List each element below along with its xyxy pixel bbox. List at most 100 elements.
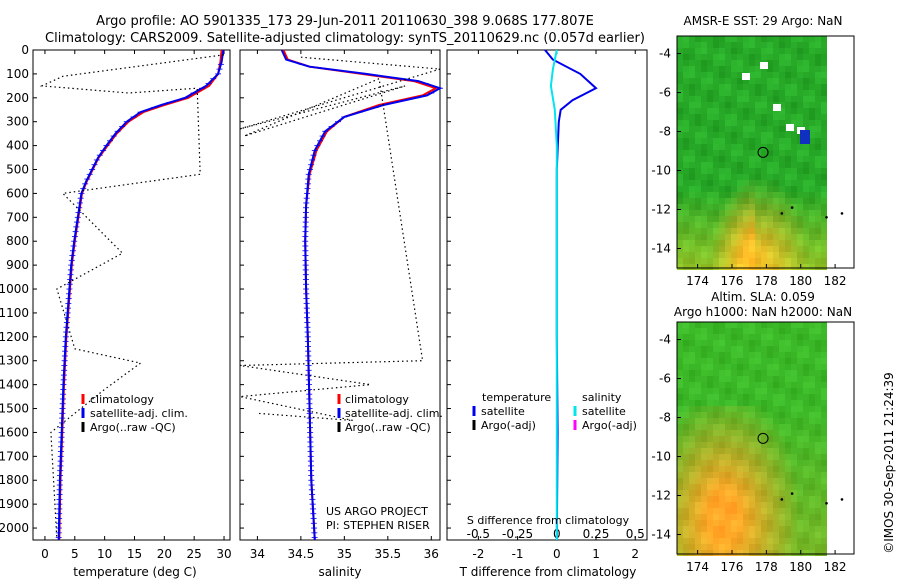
map-cell [779,162,785,168]
map-cell [695,520,701,526]
map-cell [779,60,785,66]
map-cell [809,508,815,514]
map-cell [773,514,779,520]
map-cell [737,382,743,388]
map-cell [689,210,695,216]
map-cell [815,108,821,114]
map-cell [821,478,827,484]
map-cell [701,258,707,264]
map-cell [785,228,791,234]
map-cell [803,174,809,180]
map-cell [707,382,713,388]
island-dot [780,498,784,501]
map-cell [731,490,737,496]
map-cell [797,204,803,210]
map-cell [749,156,755,162]
map-cell [695,228,701,234]
map-cell [713,144,719,150]
map-cell [707,180,713,186]
map-cell [761,222,767,228]
map-cell [707,394,713,400]
map-cell [719,204,725,210]
map-cell [743,156,749,162]
map-cell [743,264,749,270]
map-cell [689,150,695,156]
map-cell [791,502,797,508]
map-cell [773,60,779,66]
map-cell [815,400,821,406]
map-cell [713,90,719,96]
map-cell [797,96,803,102]
map-cell [767,198,773,204]
map-cell [809,180,815,186]
map-cell [755,186,761,192]
map-cell [695,72,701,78]
map-cell [785,550,791,556]
map-cell [689,508,695,514]
map-cell [809,472,815,478]
map-cell [689,42,695,48]
map-cell [797,60,803,66]
map-cell [713,520,719,526]
map-cell [713,132,719,138]
map-cell [719,520,725,526]
map-cell [683,234,689,240]
map-cell [731,364,737,370]
map-cell [821,364,827,370]
map-cell [743,60,749,66]
map-cell [803,388,809,394]
map-cell [785,406,791,412]
map-cell [677,472,683,478]
map-cell [719,430,725,436]
map-cell [773,370,779,376]
map-cell [815,454,821,460]
map-cell [707,78,713,84]
map-cell [767,60,773,66]
map-cell [731,132,737,138]
map-cell [821,484,827,490]
map-cell [719,424,725,430]
map-cell [677,120,683,126]
map-cell [785,508,791,514]
map-cell [755,400,761,406]
map-cell [803,544,809,550]
map-cell [749,472,755,478]
map-cell [713,240,719,246]
map-cell [809,538,815,544]
map-cell [695,508,701,514]
legend-t-satellite: satellite [481,405,525,418]
map-cell [773,42,779,48]
map-cell [731,382,737,388]
map-cell [821,162,827,168]
map-cell [719,36,725,42]
map-cell [785,258,791,264]
map-cell [713,352,719,358]
sst-map: 174 176 178 180 182-4-6-8-10-12-14 [651,35,855,288]
map-cell [761,102,767,108]
map-cell [809,228,815,234]
map-cell [815,382,821,388]
map-cell [815,376,821,382]
map-cell [731,174,737,180]
map-cell [785,448,791,454]
map-cell [725,42,731,48]
map-cell [785,54,791,60]
map-cell [725,90,731,96]
map-cell [809,544,815,550]
map-cell [809,84,815,90]
map-cell [749,102,755,108]
map-cell [755,352,761,358]
map-cell [683,132,689,138]
map-cell [761,162,767,168]
map-cell [689,162,695,168]
map-cell [779,388,785,394]
map-cell [785,442,791,448]
map-cell [767,54,773,60]
map-cell [821,376,827,382]
map-cell [695,216,701,222]
map-cell [761,346,767,352]
map-cell [797,544,803,550]
map-cell [761,352,767,358]
map-cell [791,60,797,66]
map-cell [779,204,785,210]
